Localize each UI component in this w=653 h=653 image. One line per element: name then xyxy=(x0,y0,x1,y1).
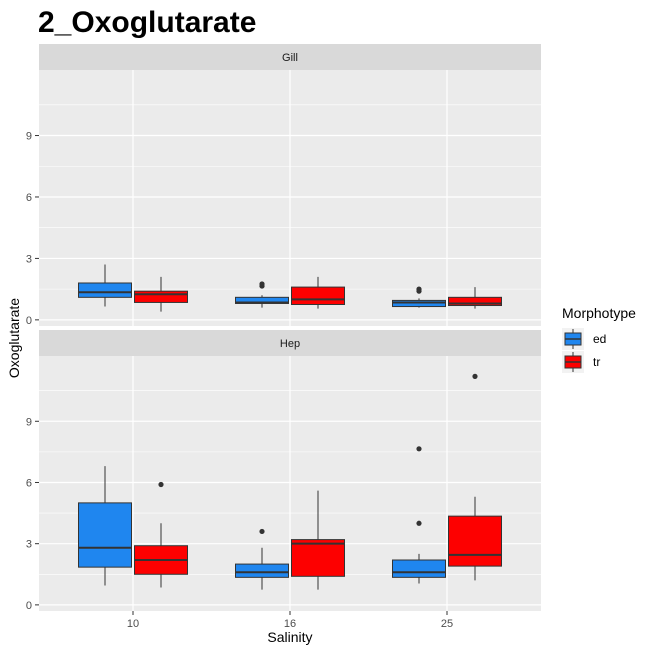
box-16-ed xyxy=(235,528,289,590)
outlier-point xyxy=(416,520,422,526)
box-body xyxy=(134,290,188,303)
facet-strip xyxy=(39,44,541,70)
y-tick-label: 6 xyxy=(26,477,32,489)
outlier-point xyxy=(416,446,422,452)
box-body xyxy=(235,563,289,578)
legend-title: Morphotype xyxy=(562,305,636,321)
x-tick-label: 25 xyxy=(441,618,453,630)
x-tick-label: 16 xyxy=(284,618,296,630)
facet-strip-label: Hep xyxy=(280,338,300,350)
y-axis-title: Oxoglutarate xyxy=(6,298,22,378)
box-body xyxy=(291,286,345,305)
box-body xyxy=(392,299,446,308)
y-tick-label: 6 xyxy=(26,192,32,204)
y-tick-label: 0 xyxy=(26,315,32,327)
box-16-tr xyxy=(291,276,345,309)
box-10-ed xyxy=(78,264,132,307)
box-body xyxy=(78,282,132,298)
box-25-tr xyxy=(448,373,502,581)
box-10-tr xyxy=(134,481,188,588)
box-16-tr xyxy=(291,490,345,590)
box-body xyxy=(78,502,132,568)
y-tick-label: 3 xyxy=(26,253,32,265)
facet-panels: Gill 0 3 6 9 Hep 0 3 6 9 xyxy=(26,44,541,612)
box-body xyxy=(392,559,446,578)
outlier-point xyxy=(259,528,265,535)
facet-panel-gill: Gill 0 3 6 9 xyxy=(26,44,541,327)
box-10-tr xyxy=(134,276,188,312)
facet-strip xyxy=(39,330,541,356)
legend: Morphotype ed tr xyxy=(562,305,636,373)
facet-panel-hep: Hep 0 3 6 9 xyxy=(26,330,541,612)
x-axis-title: Salinity xyxy=(267,629,312,645)
box-25-tr xyxy=(448,287,502,309)
box-body xyxy=(235,296,289,304)
y-tick-label: 9 xyxy=(26,131,32,143)
outlier-point xyxy=(259,281,265,287)
y-tick-label: 9 xyxy=(26,416,32,428)
facet-strip-label: Gill xyxy=(282,52,298,64)
x-tick-label: 10 xyxy=(127,618,139,630)
box-body xyxy=(291,539,345,577)
chart-title: 2_Oxoglutarate xyxy=(38,6,256,39)
box-body xyxy=(448,296,502,307)
legend-label-ed: ed xyxy=(593,332,606,346)
y-tick-label: 0 xyxy=(26,600,32,612)
outlier-point xyxy=(416,286,422,292)
outlier-point xyxy=(158,481,164,488)
box-body xyxy=(448,515,502,567)
box-25-ed xyxy=(392,446,446,584)
legend-label-tr: tr xyxy=(593,355,600,369)
box-25-ed xyxy=(392,286,446,308)
box-10-ed xyxy=(78,466,132,586)
outlier-point xyxy=(472,373,478,379)
x-axis: 10 16 25 xyxy=(127,611,453,630)
y-tick-label: 3 xyxy=(26,539,32,551)
box-16-ed xyxy=(235,281,289,308)
